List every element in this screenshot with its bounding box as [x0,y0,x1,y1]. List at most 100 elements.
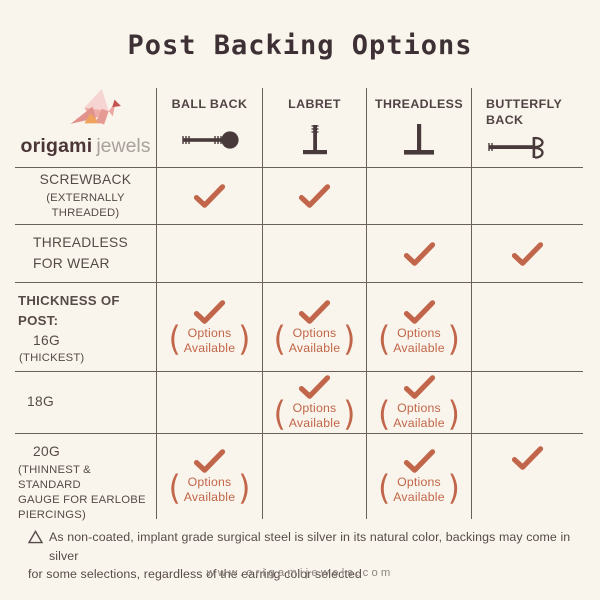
row-label-screwback: SCREWBACK (EXTERNALLY THREADED) [15,168,157,225]
paren-open: ( [378,395,391,435]
column-label: THREADLESS [375,97,463,111]
paren-open: ( [168,320,181,359]
table-cell: (Options Available) [157,283,263,372]
options-available-label: (Options Available) [273,395,356,435]
paren-close: ) [447,320,460,359]
column-label: LABRET [288,97,341,111]
row-label-18g: 18G [15,372,157,434]
table-cell [367,168,472,225]
options-text: Options Available [288,325,341,355]
labret-icon [297,113,333,168]
paren-open: ( [378,469,391,509]
check-icon [298,184,331,208]
row-label-text: 20G [33,444,60,459]
options-text: Options Available [393,325,445,355]
check-icon [403,449,435,474]
row-label-text: SCREWBACK [39,172,132,188]
warning-triangle-icon [28,530,43,544]
butterfly-back-icon [486,128,548,167]
check-icon [193,184,226,208]
table-cell: (Options Available) [367,372,472,434]
paren-open: ( [273,320,286,359]
table-cell [367,225,472,283]
row-label-threadless-for-wear: THREADLESS FOR WEAR [15,225,157,283]
table-cell [157,372,263,434]
check-icon [403,299,435,324]
options-text: Options Available [183,475,236,504]
column-header-butterfly-back: BUTTERFLY BACK [472,88,583,168]
table-cell: (Options Available) [157,434,263,519]
table-cell [472,372,583,434]
check-icon [193,299,226,324]
row-label-text: 18G [27,394,54,410]
paren-close: ) [447,395,460,435]
comparison-table: origami jewels BALL BACK LABRET [15,88,583,521]
row-label-subtext: (EXTERNALLY THREADED) [46,192,125,220]
section-heading: THICKNESS OF POST: [18,293,120,328]
options-available-label: (Options Available) [273,320,356,359]
row-label-text: THREADLESS [33,234,129,250]
footnote-line1: As non-coated, implant grade surgical st… [49,530,571,563]
threadless-icon [399,113,439,168]
paren-close: ) [447,469,460,509]
options-available-label: (Options Available) [378,469,460,509]
paren-open: ( [378,320,391,359]
table-cell [472,225,583,283]
options-available-label: (Options Available) [168,320,251,359]
row-label-subtext: PIERCINGS) [18,509,86,522]
options-available-label: (Options Available) [378,320,460,359]
row-label-20g: 20G (THINNEST & STANDARD GAUGE FOR EARLO… [15,434,157,521]
footnote-line2: for some selections, regardless of the e… [28,567,362,582]
brand-logo: origami jewels [15,88,157,168]
paren-close: ) [238,469,251,509]
row-label-subtext: (THINNEST & STANDARD [18,463,91,491]
origami-crane-icon [70,89,121,125]
row-label-text: FOR WEAR [33,255,110,271]
row-label-16g: THICKNESS OF POST: 16G (THICKEST) [15,283,157,372]
check-icon [298,299,331,324]
paren-close: ) [343,320,356,359]
column-label: BUTTERFLY BACK [486,97,562,127]
check-icon [298,375,331,400]
footnote: As non-coated, implant grade surgical st… [28,528,576,584]
table-cell [263,225,367,283]
brand-name-light: jewels [96,135,151,157]
paren-open: ( [168,469,181,509]
paren-open: ( [273,395,286,435]
table-cell [472,168,583,225]
check-icon [403,375,435,400]
column-header-threadless: THREADLESS [367,88,472,168]
check-icon [193,449,226,474]
row-label-text: 16G [33,332,60,348]
page-title: Post Backing Options [127,30,473,61]
options-available-label: (Options Available) [378,395,460,435]
column-header-labret: LABRET [263,88,367,168]
table-cell: (Options Available) [367,283,472,372]
website-url: www.origamijewels.com [206,567,394,579]
ball-back-icon [180,113,240,168]
options-text: Options Available [288,401,341,430]
paren-close: ) [238,320,251,359]
column-header-ball-back: BALL BACK [157,88,263,168]
paren-close: ) [343,395,356,435]
table-cell [263,434,367,519]
options-text: Options Available [393,475,445,504]
check-icon [511,241,544,266]
options-text: Options Available [393,401,445,430]
table-cell [157,225,263,283]
options-available-label: (Options Available) [168,469,251,509]
row-label-subtext: GAUGE FOR EARLOBE [18,494,146,507]
table-cell [157,168,263,225]
table-cell: (Options Available) [263,283,367,372]
check-icon [511,446,544,470]
check-icon [403,241,435,266]
table-cell [472,283,583,372]
brand-name-bold: origami [20,135,93,157]
table-cell [263,168,367,225]
table-cell: (Options Available) [367,434,472,519]
table-cell: (Options Available) [263,372,367,434]
column-label: BALL BACK [171,97,248,111]
brand-name: origami jewels [20,135,150,158]
row-label-subtext: (THICKEST) [19,352,85,365]
